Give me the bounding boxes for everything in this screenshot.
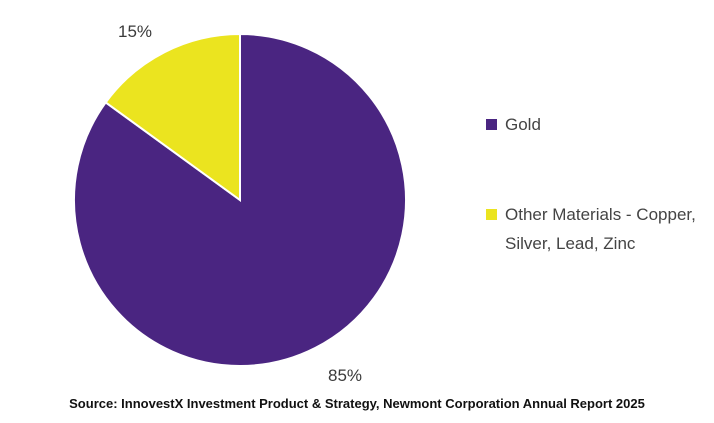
pie-slice-other [104, 32, 241, 202]
legend-swatch-gold [486, 119, 497, 130]
source-note: Source: InnovestX Investment Product & S… [69, 396, 645, 411]
pie-slices [73, 32, 407, 367]
legend-label-gold: Gold [505, 115, 541, 134]
legend-label-other: Other Materials - Copper, Silver, Lead, … [505, 205, 696, 253]
legend-item-gold: Gold [486, 110, 711, 139]
legend-swatch-other [486, 209, 497, 220]
slice-label-gold: 85% [328, 366, 362, 385]
legend-item-other: Other Materials - Copper, Silver, Lead, … [486, 200, 711, 258]
slice-label-other: 15% [118, 22, 152, 41]
legend: Gold Other Materials - Copper, Silver, L… [486, 110, 711, 258]
